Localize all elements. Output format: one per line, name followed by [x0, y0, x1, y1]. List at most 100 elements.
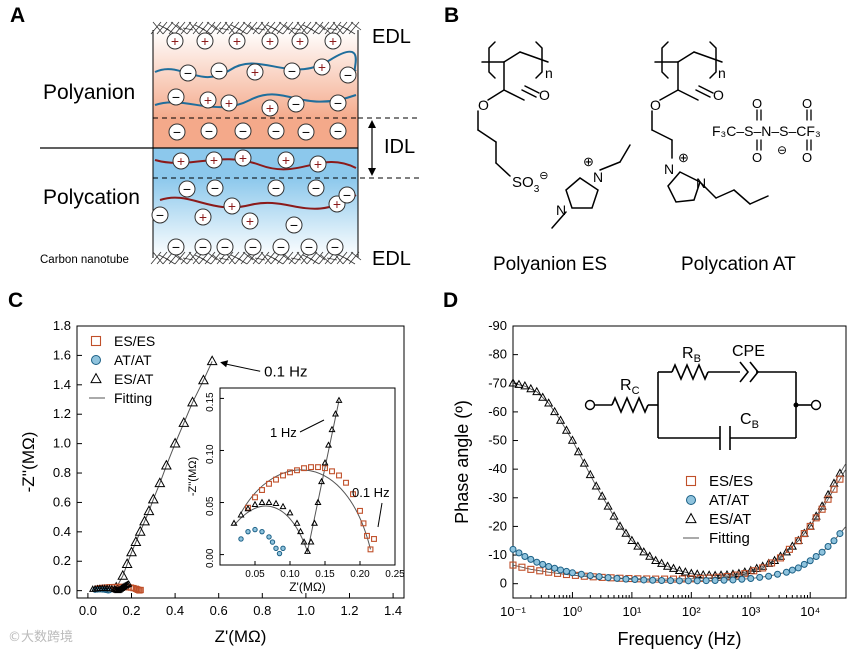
cation-ion-sign: + [171, 33, 179, 49]
cation-chain-2 [159, 194, 357, 210]
x-axis-label: Z'(MΩ) [215, 627, 267, 646]
cnt-fiber [258, 21, 270, 35]
data-point [765, 572, 773, 580]
inset-es-at-point [251, 500, 259, 508]
watermark: ©大数跨境 [8, 630, 74, 645]
cnt-fiber [228, 21, 240, 35]
data-point [536, 567, 544, 575]
data-point [567, 435, 578, 444]
data-point [651, 555, 661, 564]
anion-ion-sign: − [331, 239, 339, 255]
es-at-point [178, 416, 190, 427]
x-axis-label: Frequency (Hz) [617, 629, 741, 649]
cation-ion-circle [234, 149, 252, 167]
cnt-fiber [218, 27, 230, 31]
data-point [609, 511, 619, 520]
circuit-rb-sub: B [694, 353, 701, 365]
es-at-point [121, 558, 133, 569]
anion-ion-sign: − [183, 181, 191, 197]
es-at-point [197, 374, 209, 385]
data-point [595, 573, 603, 581]
inset-es-es-point [322, 465, 328, 472]
cation-ion: + [261, 99, 279, 117]
cation-ion-circle [313, 58, 331, 76]
anion-ion: − [216, 238, 234, 256]
anion-ion-circle [151, 206, 169, 224]
data-point [509, 545, 517, 553]
cnt-fiber [192, 21, 204, 35]
plot-frame [512, 325, 847, 599]
data-point [657, 558, 667, 567]
cnt-fiber [264, 21, 276, 35]
legend-label: ES/AT [709, 511, 751, 528]
inset-es-es-point [350, 491, 356, 498]
circuit-rc-sub: C [632, 385, 640, 397]
anion-ion-sign: − [272, 180, 280, 196]
tfsi-anion [756, 109, 812, 151]
cation-ion-circle [291, 32, 309, 50]
anion-ion-sign: − [205, 123, 213, 139]
circuit-cb-label: CB [740, 411, 759, 431]
cnt-fiber [252, 251, 264, 265]
data-point [526, 383, 536, 393]
cation-ion-circle [194, 208, 212, 226]
annotation-0p1hz: 0.1 Hz [264, 363, 307, 380]
data-point [555, 415, 566, 424]
inset-es-at-point [279, 502, 287, 510]
data-point [550, 406, 560, 416]
data-point [515, 549, 523, 557]
cation-ion-sign: + [210, 152, 218, 168]
cnt-fiber [332, 21, 344, 35]
anion-ion: − [287, 95, 305, 113]
tfsi-minus: ⊖ [777, 143, 787, 157]
data-point [615, 521, 625, 530]
inset-y-tick-label: 0.05 [205, 496, 216, 516]
es-at-point [117, 569, 129, 580]
data-point [544, 398, 554, 407]
data-point [758, 561, 768, 570]
inset-es-at-point [328, 425, 336, 433]
inset-es-at-point [300, 538, 308, 545]
cation-ion-circle [241, 212, 259, 230]
cnt-fiber [240, 21, 252, 35]
anion-ion: − [300, 238, 318, 256]
anion-ion-sign: − [215, 63, 223, 79]
y-tick-label: 1.0 [53, 436, 71, 451]
x-tick-label: 10⁴ [800, 604, 820, 619]
cnt-fiber [216, 21, 228, 35]
y-tick-label: -80 [488, 347, 507, 362]
cation-ion-sign: + [239, 150, 247, 166]
data-point [768, 559, 776, 567]
inset-es-es-point [343, 479, 349, 486]
cnt-fiber [248, 254, 260, 265]
legend-label: AT/AT [114, 352, 152, 368]
edl-bottom-label: EDL [372, 248, 411, 270]
legend-symbol [685, 512, 697, 524]
data-point [800, 560, 808, 568]
y-tick-label: -30 [488, 490, 507, 505]
cation-ion-circle [220, 94, 238, 112]
at-structure [651, 41, 769, 205]
inset-es-at-point [307, 538, 315, 545]
inset-es-at-point [230, 519, 238, 526]
annotation-arrow [222, 362, 261, 372]
circuit-cb-sub: B [752, 419, 759, 431]
cation-ion-sign: + [233, 33, 241, 49]
cnt-fiber [198, 21, 210, 35]
cnt-fiber [188, 251, 200, 265]
cnt-fiber [336, 21, 348, 35]
anion-ion: − [272, 238, 290, 256]
cnt-fiber [218, 257, 230, 261]
inset-es-at-point [332, 410, 339, 417]
cnt-fiber [312, 21, 324, 35]
panel-b: B n O O SO3⊖ ⊕ N N [444, 4, 821, 275]
cation-ion: + [228, 32, 246, 50]
anion-ion-sign: − [288, 63, 296, 79]
anion-ion: − [244, 238, 262, 256]
data-point [738, 575, 746, 583]
cation-ion: + [196, 32, 214, 50]
es-at-point [169, 437, 181, 448]
cation-ion: + [199, 91, 217, 109]
anion-ion-sign: − [277, 239, 285, 255]
data-point [781, 547, 792, 556]
